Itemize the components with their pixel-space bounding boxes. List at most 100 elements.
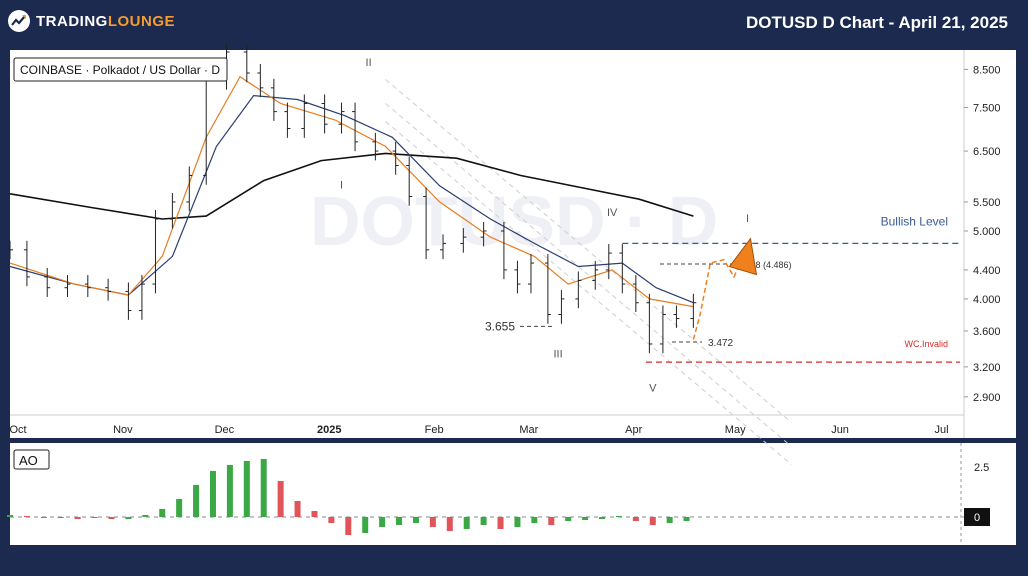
y-tick-label: 5.500 (973, 197, 1001, 209)
projection-path (692, 237, 758, 340)
ao-bar (548, 517, 555, 525)
y-axis-ticks: 8.500 7.500 6.500 5.500 5.000 4.400 4.000 3.600… (964, 64, 1001, 404)
wave-label: IV (607, 207, 618, 219)
x-tick-label: Nov (113, 424, 133, 436)
ao-bar (514, 517, 521, 527)
wave-label: V (649, 383, 657, 395)
y-tick-label: 3.600 (973, 326, 1001, 338)
x-tick-label: 2025 (317, 424, 341, 436)
ao-bar (412, 517, 419, 523)
ao-bar (7, 515, 13, 517)
ao-bar (91, 517, 98, 518)
ao-label-box (13, 449, 50, 470)
ao-bar (57, 517, 64, 518)
ao-bar (446, 517, 453, 531)
ao-bar (497, 517, 504, 529)
ao-bar (226, 465, 233, 517)
projection-arrow-icon (728, 237, 758, 276)
wave-label: I (340, 179, 343, 191)
trend-channels (385, 79, 792, 465)
y-tick-label: 7.500 (973, 103, 1001, 115)
x-tick-label: Jul (935, 424, 949, 436)
y-tick-label: 2.900 (973, 392, 1001, 404)
level-label: WC.Invalid (904, 339, 948, 349)
ao-bar (615, 516, 622, 517)
ao-bar (125, 517, 132, 519)
symbol-box (13, 57, 228, 82)
ao-bar (666, 517, 673, 523)
ao-bar (176, 499, 183, 517)
ohlc-bars (7, 42, 697, 354)
ema-slow-line (9, 94, 694, 304)
channel-line-2 (385, 79, 792, 423)
ao-bar (379, 517, 386, 527)
moving-averages (9, 75, 694, 308)
x-tick-label: Apr (625, 424, 642, 436)
price-label: 3.472 (708, 338, 733, 349)
ao-bar (649, 517, 656, 525)
ao-bar (429, 517, 436, 527)
ao-bar (565, 517, 572, 521)
ao-label: AO (19, 453, 38, 468)
ao-tick-label: 0 (974, 512, 980, 524)
y-tick-label: 3.200 (973, 362, 1001, 374)
wave-label: III (553, 348, 562, 360)
wave-label: II (366, 57, 372, 69)
ao-bar (209, 471, 216, 517)
ao-pane-background (10, 443, 1016, 545)
brand-name: TRADINGLOUNGE (36, 12, 175, 30)
ao-bar (582, 517, 589, 520)
ema-fast-line (9, 75, 694, 308)
header-bar: TRADINGLOUNGE DOTUSD D Chart - April 21,… (0, 0, 1028, 48)
x-tick-label: Jun (831, 424, 849, 436)
watermark: DOTUSD · D (310, 182, 718, 260)
ao-bar (396, 517, 403, 525)
y-tick-label: 4.000 (973, 294, 1001, 306)
x-tick-label: Dec (215, 424, 235, 436)
ao-bar (108, 517, 115, 519)
y-tick-label: 8.500 (973, 64, 1001, 76)
channel-line-0 (385, 103, 792, 447)
ao-histogram: 2.50 (7, 443, 990, 545)
ao-current-badge (964, 508, 990, 526)
ao-bar (632, 517, 639, 521)
trading-lounge-logo-icon (8, 10, 30, 32)
ao-bar (463, 517, 470, 529)
x-tick-label: Mar (519, 424, 538, 436)
ao-bar (531, 517, 538, 523)
ao-bar (599, 517, 606, 519)
key-levels: Bullish Level WC.Invalid 3.655 3.472 1.618 (… (485, 214, 960, 363)
ao-bar (74, 517, 81, 519)
price-label: 1.618 (4.486) (738, 260, 792, 270)
ao-bar (260, 459, 267, 517)
ao-bar (23, 516, 30, 517)
y-tick-label: 5.000 (973, 226, 1001, 238)
symbol-label: COINBASE · Polkadot / US Dollar · D (20, 63, 220, 77)
ao-bar (277, 481, 284, 517)
ao-bar (328, 517, 335, 523)
ao-bar (362, 517, 369, 533)
x-tick-label: Oct (9, 424, 26, 436)
x-tick-label: May (725, 424, 746, 436)
ao-tick-label: 2.5 (974, 462, 989, 474)
ao-bar (311, 511, 318, 517)
page-title: DOTUSD D Chart - April 21, 2025 (746, 13, 1008, 32)
ao-bar (243, 461, 250, 517)
x-tick-label: Feb (425, 424, 444, 436)
ao-bar (294, 501, 301, 517)
ao-bar (40, 517, 47, 518)
wave-label: I (746, 213, 749, 225)
ao-bar (193, 485, 200, 517)
x-axis-ticks: Oct Nov Dec 2025 Feb Mar Apr May Jun Jul (9, 424, 948, 436)
ao-bar (480, 517, 487, 525)
channel-line-1 (385, 121, 792, 465)
ao-bar (345, 517, 352, 535)
ao-bar (142, 515, 149, 517)
ma-long-line (9, 152, 694, 220)
ao-bar (159, 509, 166, 517)
y-tick-label: 6.500 (973, 146, 1001, 158)
price-label: 3.655 (485, 319, 515, 333)
level-label: Bullish Level (881, 214, 948, 228)
